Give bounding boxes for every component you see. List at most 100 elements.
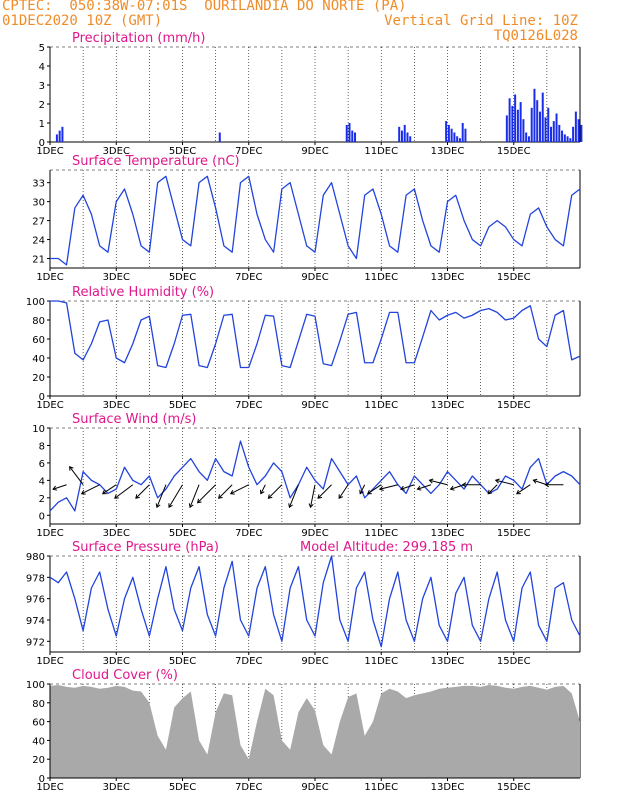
wind-arrowhead [135,494,140,499]
precip-bar [522,119,525,142]
wind-arrowhead [308,503,314,509]
precip-bar [574,111,577,142]
x-tick-label: 9DEC [301,272,328,283]
wind-vector [268,484,283,499]
y-tick-label: 0 [39,138,45,149]
x-tick-label: 5DEC [169,528,196,539]
y-tick-label: 974 [26,616,45,627]
wind-vector [367,484,382,495]
wind-vector [81,484,100,495]
wind-arrowhead [114,494,119,499]
wind-vector [168,484,183,508]
y-tick-label: 24 [32,236,45,247]
y-tick-label: 1 [39,119,45,130]
wind-arrowhead [366,489,372,495]
wind-arrowhead [196,498,202,504]
x-tick-label: 3DEC [103,400,130,411]
precip-bar [464,128,467,142]
x-tick-label: 13DEC [431,656,465,667]
precip-bar [456,136,459,142]
precip-bar [61,126,64,142]
wind-arrowhead [188,503,194,509]
y-tick-label: 80 [32,316,45,327]
y-tick-label: 976 [26,595,45,606]
y-tick-label: 30 [32,198,45,209]
x-tick-label: 7DEC [235,272,262,283]
y-tick-label: 60 [32,718,45,729]
wind-arrowhead [449,485,455,491]
wind-arrowhead [288,503,293,509]
precip-bar [552,121,555,142]
y-tick-label: 100 [26,680,45,691]
precip-bar [55,134,58,142]
pressure-title: Surface Pressure (hPa) [72,540,219,555]
wind-vector [197,484,216,504]
wind-vector [516,484,531,495]
header-grid-line: Vertical Grid Line: 10Z [384,13,578,29]
wind-arrowhead [399,485,405,491]
precip-bar [400,130,403,142]
x-tick-label: 3DEC [103,146,130,157]
wind-vector [310,484,316,508]
pressure-panel [47,555,581,655]
precip-bar [354,132,357,142]
wind-arrowhead [359,489,364,495]
x-tick-label: 7DEC [235,528,262,539]
precip-bar [403,124,406,142]
x-tick-label: 1DEC [36,146,63,157]
precip-bar [530,107,533,142]
precip-bar [453,132,456,142]
x-tick-label: 15DEC [497,782,531,793]
precip-bar [58,130,61,142]
x-tick-label: 3DEC [103,656,130,667]
y-tick-label: 2 [39,100,45,111]
precip-bar [538,111,541,142]
humidity-title: Relative Humidity (%) [72,285,214,300]
wind-vector [495,479,514,486]
header-run-time: 01DEC2020 10Z (GMT) [2,13,163,29]
y-tick-label: 2 [39,494,45,505]
wind-vector [379,484,398,490]
x-tick-label: 9DEC [301,400,328,411]
x-tick-label: 5DEC [169,782,196,793]
x-tick-label: 9DEC [301,782,328,793]
x-tick-label: 11DEC [364,146,398,157]
x-tick-label: 13DEC [431,528,465,539]
wind-arrowhead [101,489,107,495]
y-tick-label: 978 [26,573,45,584]
precip-bar [511,105,514,142]
wind-arrowhead [532,478,538,484]
wind-vector [487,484,498,495]
wind-arrowhead [69,465,74,471]
precip-bar [547,107,550,142]
precip-bar [218,132,221,142]
x-tick-label: 3DEC [103,272,130,283]
x-tick-label: 11DEC [364,656,398,667]
x-tick-label: 1DEC [36,782,63,793]
pressure-series-line [49,555,581,648]
y-tick-label: 33 [32,179,45,190]
y-tick-label: 80 [32,699,45,710]
y-tick-label: 27 [32,217,45,228]
x-tick-label: 3DEC [103,528,130,539]
wind-vector [230,484,249,495]
precip-bar [409,136,412,142]
wind-arrowhead [317,494,323,499]
temperature-title: Surface Temperature (nC) [72,154,240,169]
wind-title: Surface Wind (m/s) [72,412,196,427]
wind-vector [52,484,67,490]
x-tick-label: 11DEC [364,400,398,411]
precip-bar [580,124,583,142]
x-tick-label: 15DEC [497,400,531,411]
precip-bar [533,88,536,142]
wind-arrowhead [155,503,161,509]
x-tick-label: 15DEC [497,146,531,157]
wind-arrowhead [218,494,223,499]
y-tick-label: 20 [32,755,45,766]
temperature-panel [47,169,581,271]
y-tick-label: 40 [32,354,45,365]
wind-vector [69,466,84,486]
wind-arrowhead [461,482,467,488]
x-tick-label: 13DEC [431,146,465,157]
precip-bar [519,102,522,142]
